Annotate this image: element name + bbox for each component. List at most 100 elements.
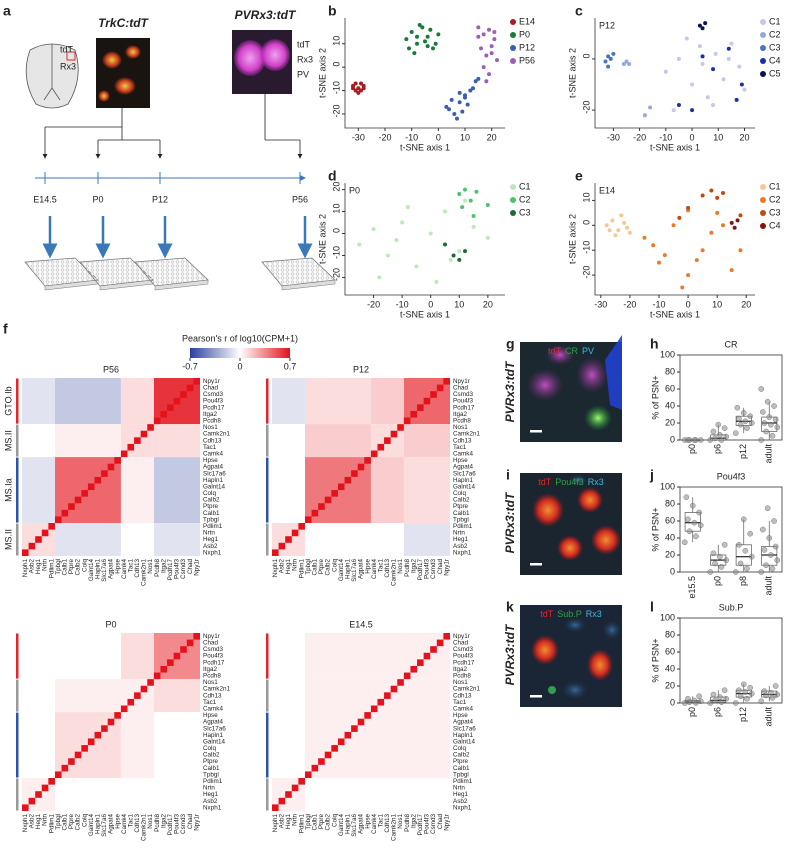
point — [717, 553, 723, 560]
point — [414, 264, 419, 269]
point — [690, 82, 695, 87]
heat-cell — [436, 639, 444, 647]
heat-cell — [160, 665, 168, 673]
x-tick-label: -10 — [396, 299, 409, 309]
point — [447, 107, 451, 112]
column-label: Tpbgl — [55, 559, 62, 575]
column-label: Hpse — [364, 814, 371, 829]
point — [468, 198, 473, 203]
panel-letter: g — [506, 336, 515, 352]
y-tick-label: 0 — [581, 220, 591, 225]
heat-cell — [107, 718, 115, 726]
row-label: Pdlim1 — [453, 523, 473, 530]
point — [697, 23, 702, 28]
heat-cell — [272, 804, 279, 811]
point — [718, 699, 725, 705]
y-tick-label: 10 — [581, 192, 591, 202]
point — [356, 86, 361, 91]
column-label: Colq — [81, 559, 88, 572]
row-label: Calb2 — [203, 752, 220, 759]
row-label: Tpbgl — [203, 771, 219, 778]
row-label: Pcdh17 — [203, 659, 225, 666]
colorbar — [190, 348, 290, 358]
heat-cell — [351, 470, 358, 477]
legend-label: P12 — [519, 42, 535, 52]
point — [737, 560, 744, 567]
x-axis-label: t-SNE axis 1 — [400, 142, 450, 152]
point — [772, 543, 779, 550]
point — [356, 90, 361, 95]
row-label: Pou4f3 — [453, 653, 473, 660]
connector — [264, 94, 300, 141]
channel-label: tdT — [548, 346, 562, 356]
heat-cell — [101, 725, 108, 732]
column-label: Csmd3 — [180, 814, 187, 834]
column-label: Itga2 — [410, 559, 417, 574]
row-label: Camk4 — [203, 450, 223, 457]
x-tick-label: p0 — [687, 707, 697, 717]
heat-cell — [370, 705, 378, 713]
heat-block — [370, 523, 404, 556]
heat-cell — [337, 738, 345, 746]
row-label: Colq — [453, 745, 466, 752]
point — [761, 547, 768, 553]
column-label: Slc17a6 — [351, 814, 358, 837]
row-label: Hapln1 — [453, 477, 473, 484]
heat-cell — [87, 483, 95, 491]
column-label: Camk4 — [371, 559, 378, 579]
heat-cell — [180, 391, 187, 398]
channel-labels: tdT Pou4f3 Rx3 — [538, 477, 604, 487]
point — [710, 550, 717, 557]
heat-cell — [285, 791, 292, 798]
point — [768, 552, 774, 558]
row-label: Cdh13 — [203, 692, 222, 699]
point — [705, 95, 710, 100]
x-axis-label: t-SNE axis 1 — [400, 309, 450, 319]
heat-block — [120, 378, 154, 425]
point — [616, 228, 621, 233]
column-label: Asb2 — [29, 559, 36, 574]
heat-cell — [423, 652, 431, 660]
row-label: Colq — [453, 490, 466, 497]
point — [697, 437, 704, 443]
y-tick-label: 80 — [665, 366, 675, 376]
column-label: Npy1r — [193, 559, 200, 576]
channel-labels: tdT CR PV — [548, 346, 594, 356]
point — [662, 253, 667, 258]
point — [400, 220, 405, 225]
point — [353, 88, 358, 93]
point — [735, 218, 740, 223]
point — [648, 105, 653, 110]
channel-label: PV — [297, 69, 309, 79]
heat-cell — [127, 698, 135, 706]
heat-block — [304, 778, 371, 811]
panel-letter: b — [328, 3, 337, 19]
point — [747, 530, 753, 537]
point — [712, 435, 718, 442]
row-label: Csmd3 — [203, 391, 223, 398]
point — [691, 697, 698, 704]
y-tick-label: -20 — [581, 266, 591, 279]
y-tick-label: 10 — [331, 204, 341, 214]
point — [742, 689, 749, 695]
legend-label: C4 — [769, 220, 781, 230]
row-label: Hpse — [453, 712, 468, 719]
row-label: Calb1 — [453, 510, 470, 517]
cell — [546, 345, 574, 365]
heat-cell — [331, 490, 338, 497]
heat-block — [153, 523, 200, 556]
heat-cell — [417, 659, 424, 666]
row-label: Galnt14 — [453, 483, 476, 490]
column-label: Heg1 — [285, 814, 292, 830]
point — [771, 403, 777, 409]
heat-block — [22, 424, 55, 458]
point — [723, 557, 730, 563]
point — [744, 565, 750, 572]
point — [685, 516, 691, 523]
row-label: Pcdh8 — [203, 418, 221, 425]
column-label: Asb2 — [279, 814, 286, 829]
point — [359, 81, 363, 86]
point — [651, 243, 656, 248]
timepoint-label: P0 — [92, 194, 103, 204]
